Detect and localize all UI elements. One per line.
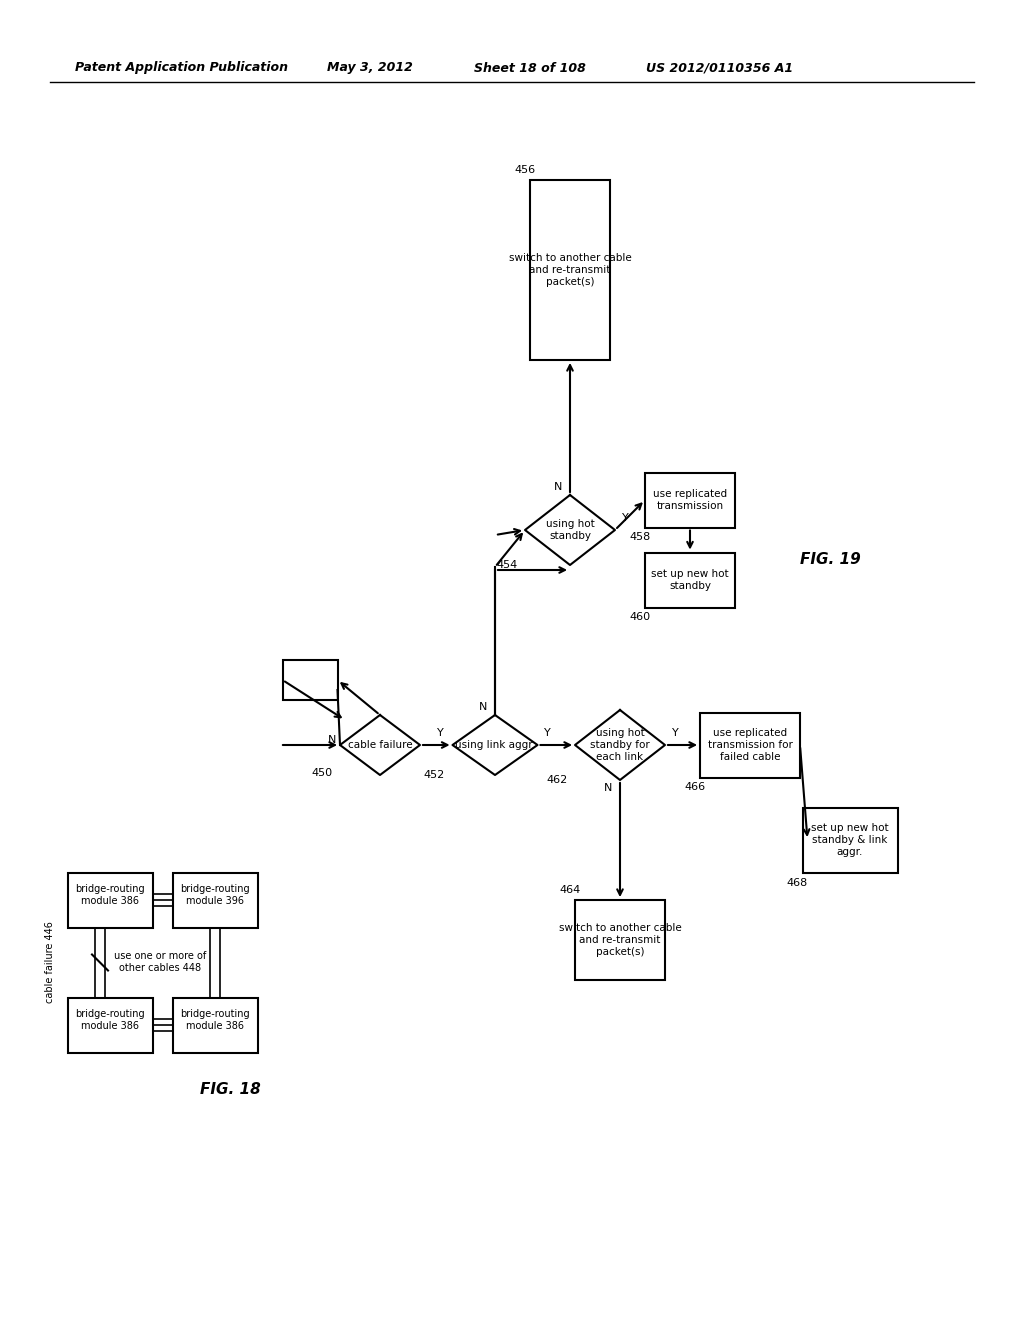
Text: Patent Application Publication: Patent Application Publication xyxy=(75,62,288,74)
Text: switch to another cable
and re-transmit
packet(s): switch to another cable and re-transmit … xyxy=(559,924,681,957)
Text: US 2012/0110356 A1: US 2012/0110356 A1 xyxy=(646,62,794,74)
FancyBboxPatch shape xyxy=(172,998,257,1052)
Text: Y: Y xyxy=(544,729,551,738)
Text: 452: 452 xyxy=(424,770,445,780)
Text: 456: 456 xyxy=(514,165,536,176)
Text: set up new hot
standby: set up new hot standby xyxy=(651,569,729,591)
Text: 468: 468 xyxy=(786,878,808,887)
Text: May 3, 2012: May 3, 2012 xyxy=(327,62,413,74)
Text: 454: 454 xyxy=(497,560,517,570)
FancyBboxPatch shape xyxy=(172,873,257,928)
FancyBboxPatch shape xyxy=(530,180,610,360)
FancyBboxPatch shape xyxy=(645,473,735,528)
Text: 450: 450 xyxy=(311,768,333,777)
Text: set up new hot
standby & link
aggr.: set up new hot standby & link aggr. xyxy=(811,824,889,857)
Text: N: N xyxy=(328,735,336,744)
Text: using link aggr.: using link aggr. xyxy=(455,741,535,750)
Text: bridge-routing
module 386: bridge-routing module 386 xyxy=(75,1010,144,1031)
Text: cable failure: cable failure xyxy=(348,741,413,750)
Polygon shape xyxy=(453,715,538,775)
Text: Y: Y xyxy=(672,729,678,738)
Polygon shape xyxy=(575,710,665,780)
Text: FIG. 19: FIG. 19 xyxy=(800,553,860,568)
Text: 460: 460 xyxy=(630,612,650,623)
Text: N: N xyxy=(554,482,562,492)
Polygon shape xyxy=(340,715,420,775)
Text: 458: 458 xyxy=(630,532,650,543)
Text: using hot
standby for
each link: using hot standby for each link xyxy=(590,729,650,762)
Text: bridge-routing
module 386: bridge-routing module 386 xyxy=(75,884,144,906)
Text: cable failure 446: cable failure 446 xyxy=(45,921,55,1003)
Text: switch to another cable
and re-transmit
packet(s): switch to another cable and re-transmit … xyxy=(509,253,632,286)
Text: use one or more of
other cables 448: use one or more of other cables 448 xyxy=(114,952,206,973)
Text: using hot
standby: using hot standby xyxy=(546,519,594,541)
Text: Y: Y xyxy=(437,729,443,738)
Text: 466: 466 xyxy=(684,783,706,792)
FancyBboxPatch shape xyxy=(645,553,735,607)
Text: FIG. 18: FIG. 18 xyxy=(200,1082,260,1097)
FancyBboxPatch shape xyxy=(575,900,665,979)
Text: bridge-routing
module 396: bridge-routing module 396 xyxy=(180,884,250,906)
Text: N: N xyxy=(479,702,487,711)
Text: Y: Y xyxy=(622,513,629,523)
Text: 464: 464 xyxy=(559,884,581,895)
Polygon shape xyxy=(525,495,615,565)
Text: use replicated
transmission for
failed cable: use replicated transmission for failed c… xyxy=(708,729,793,762)
Text: Sheet 18 of 108: Sheet 18 of 108 xyxy=(474,62,586,74)
FancyBboxPatch shape xyxy=(700,713,800,777)
FancyBboxPatch shape xyxy=(68,873,153,928)
FancyBboxPatch shape xyxy=(283,660,338,700)
FancyBboxPatch shape xyxy=(803,808,897,873)
Text: use replicated
transmission: use replicated transmission xyxy=(653,490,727,511)
Text: 462: 462 xyxy=(547,775,567,785)
Text: N: N xyxy=(604,783,612,793)
Text: bridge-routing
module 386: bridge-routing module 386 xyxy=(180,1010,250,1031)
FancyBboxPatch shape xyxy=(68,998,153,1052)
